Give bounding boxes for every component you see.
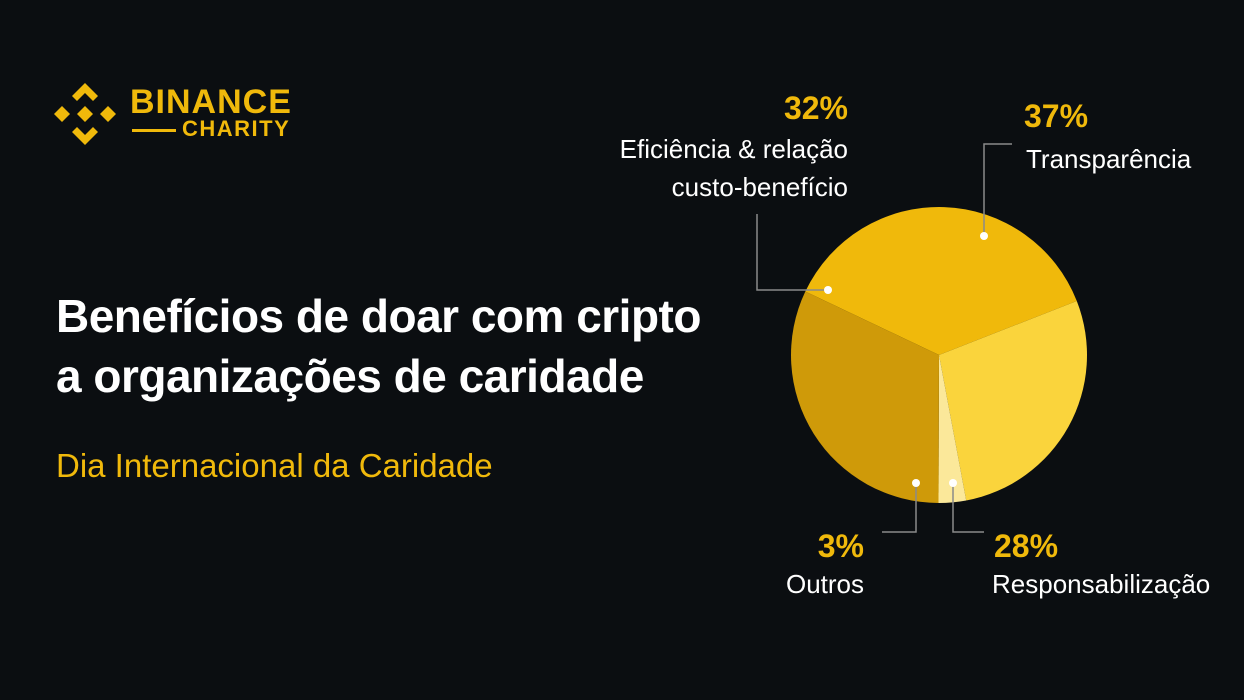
marker-dot-responsabilizacao [949, 479, 957, 487]
label-outros: Outros [785, 569, 864, 599]
binance-charity-logo: BINANCE CHARITY [52, 81, 314, 147]
binance-logo-icon [54, 83, 116, 145]
leader-line-outros [882, 483, 917, 533]
marker-dot-eficiencia [824, 286, 832, 294]
marker-dot-transparencia [980, 232, 988, 240]
brand-name-bottom: CHARITY [182, 116, 291, 141]
brand-name-top: BINANCE [130, 83, 292, 121]
label-transparencia: Transparência [1026, 144, 1192, 174]
slice-outros [938, 355, 967, 503]
pct-eficiencia: 32% [783, 90, 848, 126]
headline-line-2: a organizações de caridade [56, 350, 644, 402]
brand-dash [132, 129, 176, 132]
headline-line-1: Benefícios de doar com cripto [56, 290, 701, 342]
label-eficiencia-line-1: Eficiência & relação [619, 134, 848, 164]
pct-transparencia: 37% [1024, 98, 1089, 134]
slice-transparencia [805, 207, 1077, 355]
slice-eficiencia [791, 291, 939, 503]
pct-responsabilizacao: 28% [994, 528, 1059, 564]
pct-outros: 3% [817, 528, 864, 564]
leader-line-eficiencia [756, 214, 828, 291]
label-eficiencia-line-2: custo-benefício [671, 172, 848, 202]
label-responsabilizacao: Responsabilização [992, 569, 1211, 599]
slice-responsabilizacao [939, 300, 1087, 501]
subtitle: Dia Internacional da Caridade [56, 447, 493, 484]
headline: Benefícios de doar com cripto a organiza… [56, 286, 796, 406]
marker-dot-outros [912, 479, 920, 487]
leader-line-responsabilizacao [952, 483, 984, 533]
leader-line-transparencia [983, 143, 1012, 236]
